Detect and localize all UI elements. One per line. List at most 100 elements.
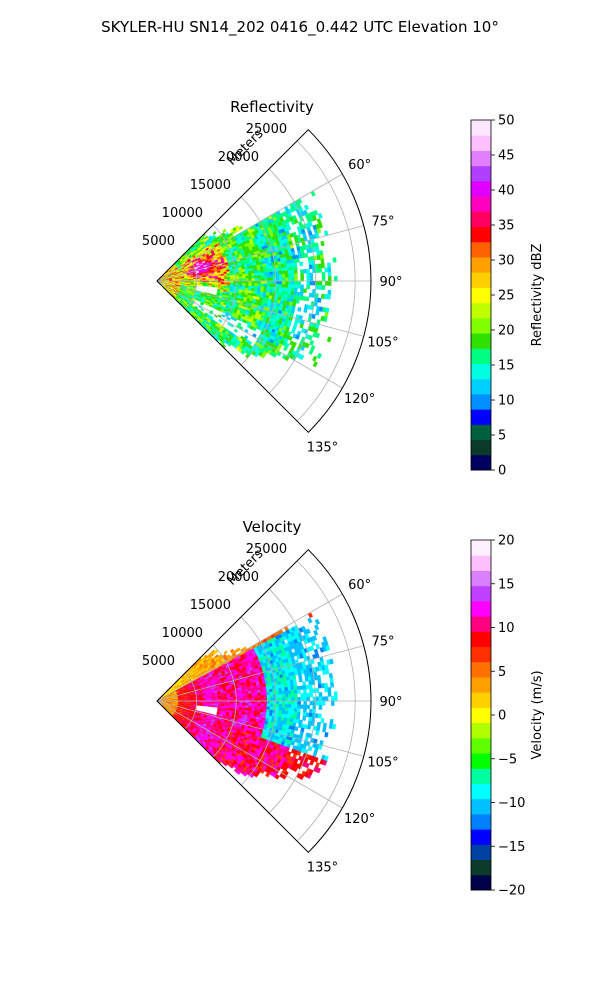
radar-cell bbox=[334, 696, 338, 702]
radar-cell bbox=[235, 274, 240, 278]
radar-cell bbox=[284, 693, 289, 698]
radar-cell bbox=[318, 704, 323, 710]
radar-cell bbox=[328, 673, 334, 679]
radar-cell bbox=[333, 691, 338, 697]
radar-cell bbox=[316, 352, 323, 359]
radar-cell bbox=[266, 274, 271, 279]
radar-cell bbox=[320, 240, 325, 247]
radar-cell bbox=[269, 709, 274, 714]
radar-cell bbox=[308, 712, 313, 718]
radar-cell bbox=[278, 707, 283, 712]
radar-cell bbox=[266, 703, 271, 708]
radar-cell bbox=[316, 674, 321, 681]
radar-cell bbox=[318, 222, 323, 229]
radar-cell bbox=[288, 704, 292, 709]
radar-cell bbox=[324, 696, 329, 702]
colorbar-segment bbox=[471, 120, 491, 136]
radar-cell bbox=[257, 275, 262, 279]
radar-cell bbox=[208, 697, 213, 700]
radar-cell bbox=[302, 685, 307, 690]
radar-cell bbox=[275, 283, 280, 288]
radar-cell bbox=[303, 288, 307, 294]
radar-cell bbox=[316, 721, 321, 728]
radar-cell bbox=[239, 696, 243, 699]
radar-cell bbox=[302, 712, 307, 717]
radar-cell bbox=[313, 629, 319, 636]
radar-cell bbox=[315, 696, 320, 702]
radar-cell bbox=[281, 687, 286, 692]
radar-cell bbox=[305, 296, 310, 302]
radar-cell bbox=[223, 277, 228, 280]
radar-cell bbox=[315, 730, 320, 736]
radar-cell bbox=[281, 284, 286, 288]
radar-cell bbox=[254, 285, 258, 290]
radar-cell bbox=[331, 723, 337, 730]
radar-cell bbox=[214, 285, 219, 288]
radar-cell bbox=[321, 700, 326, 706]
radar-cell bbox=[308, 292, 313, 298]
radar-cell bbox=[293, 287, 298, 293]
radar-cell bbox=[308, 684, 313, 690]
radar-cell bbox=[303, 204, 310, 211]
radar-cell bbox=[288, 277, 292, 282]
radar-cell bbox=[251, 703, 256, 707]
radar-cell bbox=[278, 703, 283, 708]
radar-cell bbox=[220, 695, 225, 698]
radar-cell bbox=[276, 697, 280, 702]
radar-cell bbox=[287, 291, 292, 296]
radar-cell bbox=[294, 273, 298, 278]
radar-cell bbox=[239, 276, 243, 279]
radar-cell bbox=[322, 727, 327, 733]
radar-cell bbox=[327, 691, 332, 697]
radar-cell bbox=[303, 704, 307, 710]
radar-cell bbox=[199, 284, 203, 287]
radar-cell bbox=[278, 700, 283, 705]
radar-cell bbox=[303, 308, 308, 314]
radar-cell bbox=[285, 700, 289, 705]
radar-cell bbox=[260, 277, 265, 282]
radar-cell bbox=[330, 696, 335, 702]
radar-cell bbox=[291, 693, 295, 698]
radar-cell bbox=[294, 704, 298, 709]
radar-cell bbox=[245, 275, 249, 279]
radar-cell bbox=[292, 302, 297, 307]
radar-cell bbox=[284, 707, 289, 712]
radar-cell bbox=[218, 319, 223, 323]
radar-cell bbox=[303, 700, 308, 706]
radar-cell bbox=[290, 689, 295, 695]
radar-cell bbox=[294, 284, 298, 289]
colorbar-segment bbox=[471, 256, 491, 273]
radar-cell bbox=[260, 697, 265, 702]
radar-cell bbox=[297, 700, 301, 706]
radar-cell bbox=[275, 290, 280, 295]
radar-cell bbox=[200, 307, 205, 312]
radar-cell bbox=[281, 707, 286, 712]
radar-cell bbox=[251, 273, 255, 277]
radar-cell bbox=[263, 283, 268, 288]
radar-cell bbox=[260, 692, 265, 696]
radar-cell bbox=[208, 277, 213, 280]
radar-cell bbox=[260, 272, 265, 276]
radar-cell bbox=[327, 280, 332, 286]
radar-cell bbox=[314, 624, 320, 631]
colorbar-segment bbox=[471, 180, 491, 197]
radar-cell bbox=[287, 690, 292, 695]
radar-cell bbox=[309, 280, 314, 286]
radar-cell bbox=[263, 280, 268, 285]
radar-cell bbox=[251, 283, 256, 287]
radar-cell bbox=[260, 286, 265, 290]
radar-cell bbox=[269, 697, 274, 702]
colorbar-tick-label: 25 bbox=[498, 289, 515, 304]
radar-cell bbox=[334, 276, 338, 282]
azimuth-tick-label: 105° bbox=[367, 336, 398, 351]
radar-cell bbox=[278, 267, 283, 272]
radar-cell bbox=[269, 688, 274, 693]
radar-cell bbox=[245, 273, 249, 277]
radar-cell bbox=[254, 690, 258, 694]
azimuth-tick-label: 75° bbox=[372, 214, 395, 229]
azimuth-tick-label: 60° bbox=[348, 158, 371, 173]
colorbar-segment bbox=[471, 363, 491, 380]
radar-cell bbox=[294, 280, 298, 285]
radar-cell bbox=[324, 664, 329, 671]
radar-cell bbox=[296, 708, 301, 713]
